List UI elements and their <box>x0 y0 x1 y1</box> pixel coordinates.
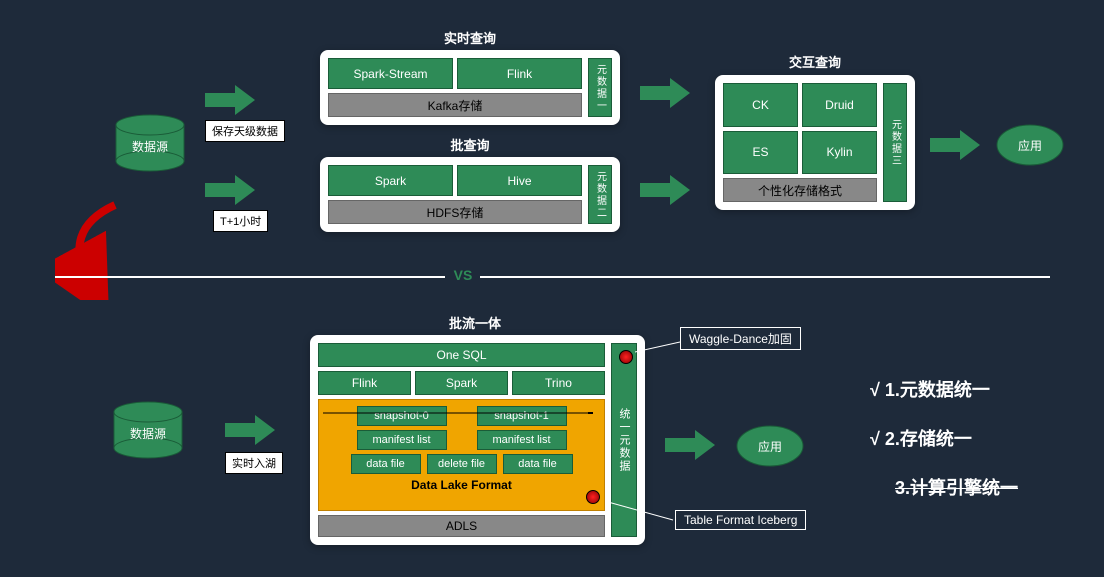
inter-engine-3: Kylin <box>802 131 877 175</box>
realtime-panel: Spark-Stream Flink Kafka存储 元数据一 <box>320 50 620 125</box>
interactive-panel: CK Druid ES Kylin 个性化存储格式 元数据三 <box>715 75 915 210</box>
app-bot-label: 应用 <box>735 438 805 455</box>
arrow-top1 <box>205 85 260 115</box>
realtime-storage: Kafka存储 <box>328 93 582 117</box>
inter-storage: 个性化存储格式 <box>723 178 877 202</box>
arrow-top2 <box>205 175 260 205</box>
inter-engine-2: ES <box>723 131 798 175</box>
vs-label: VS <box>448 267 478 283</box>
red-dot-waggle <box>619 350 633 364</box>
adls: ADLS <box>318 515 605 537</box>
annot2-line <box>608 500 678 525</box>
arrow-to-app-bot <box>665 430 720 460</box>
inter-engine-0: CK <box>723 83 798 127</box>
bot-panel: One SQL Flink Spark Trino snapshot-0 sna… <box>310 335 645 545</box>
bot-engine-2: Trino <box>512 371 605 395</box>
app-top-label: 应用 <box>995 137 1065 154</box>
realtime-title: 实时查询 <box>325 28 615 47</box>
manifest-0: manifest list <box>357 430 447 450</box>
vs-line-left <box>55 276 445 278</box>
datafile-1: delete file <box>427 454 497 474</box>
inter-meta: 元数据三 <box>883 83 907 202</box>
snapshot-0: snapshot-0 <box>357 406 447 426</box>
realtime-meta: 元数据一 <box>588 58 612 117</box>
red-dot-iceberg <box>586 490 600 504</box>
datafile-0: data file <box>351 454 421 474</box>
annot1: Waggle-Dance加固 <box>680 327 801 350</box>
batch-title: 批查询 <box>325 135 615 154</box>
arrow-bot1 <box>225 415 280 445</box>
data-lake-box: snapshot-0 snapshot-1 manifest list mani… <box>318 399 605 511</box>
bot-engine-0: Flink <box>318 371 411 395</box>
arrow-top2-label: T+1小时 <box>213 210 268 232</box>
lake-caption: Data Lake Format <box>325 478 598 492</box>
vs-line-right <box>480 276 1050 278</box>
datasource-top-label: 数据源 <box>115 138 185 155</box>
realtime-engine-1: Flink <box>457 58 582 89</box>
one-sql: One SQL <box>318 343 605 367</box>
realtime-engine-0: Spark-Stream <box>328 58 453 89</box>
inter-engine-1: Druid <box>802 83 877 127</box>
bot-panel-title: 批流一体 <box>315 313 635 332</box>
arrow-to-inter-2 <box>640 175 695 205</box>
datafile-2: data file <box>503 454 573 474</box>
benefit-1: √ 2.存储统一 <box>870 425 972 451</box>
batch-engine-1: Hive <box>457 165 582 196</box>
snapshot-1: snapshot-1 <box>477 406 567 426</box>
benefit-2: 3.计算引擎统一 <box>895 474 1018 500</box>
arrow-to-app-top <box>930 130 985 160</box>
bot-engine-1: Spark <box>415 371 508 395</box>
batch-engine-0: Spark <box>328 165 453 196</box>
annot1-line <box>635 340 685 360</box>
benefit-0: √ 1.元数据统一 <box>870 376 990 402</box>
manifest-1: manifest list <box>477 430 567 450</box>
datasource-bot-label: 数据源 <box>113 425 183 442</box>
arrow-top1-label: 保存天级数据 <box>205 120 285 142</box>
batch-storage: HDFS存储 <box>328 200 582 224</box>
arrow-to-inter-1 <box>640 78 695 108</box>
annot2: Table Format Iceberg <box>675 510 806 530</box>
interactive-title: 交互查询 <box>715 52 915 71</box>
batch-panel: Spark Hive HDFS存储 元数据二 <box>320 157 620 232</box>
arrow-bot1-label: 实时入湖 <box>225 452 283 474</box>
red-curve-arrow <box>55 200 135 300</box>
batch-meta: 元数据二 <box>588 165 612 224</box>
